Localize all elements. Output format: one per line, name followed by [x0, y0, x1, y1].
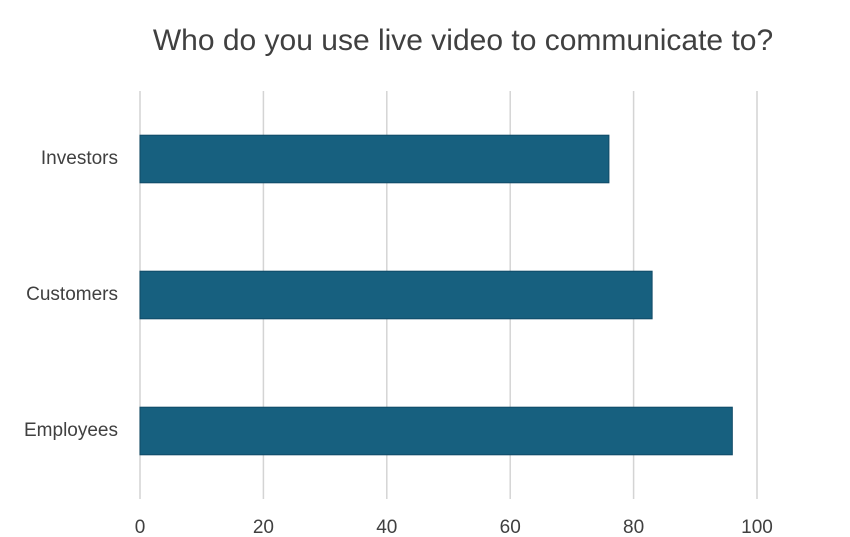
x-tick-label: 100	[741, 517, 773, 537]
bar	[139, 134, 610, 184]
bar	[139, 270, 653, 320]
y-tick-label: Employees	[24, 420, 118, 441]
x-tick-label: 60	[500, 517, 521, 537]
x-tick-label: 0	[135, 517, 146, 537]
y-tick-label: Investors	[41, 148, 118, 169]
chart-title: Who do you use live video to communicate…	[153, 24, 773, 57]
x-tick-label: 20	[253, 517, 274, 537]
bar	[139, 406, 733, 456]
x-tick-label: 40	[376, 517, 397, 537]
y-tick-label: Customers	[26, 284, 118, 305]
x-tick-label: 80	[623, 517, 644, 537]
